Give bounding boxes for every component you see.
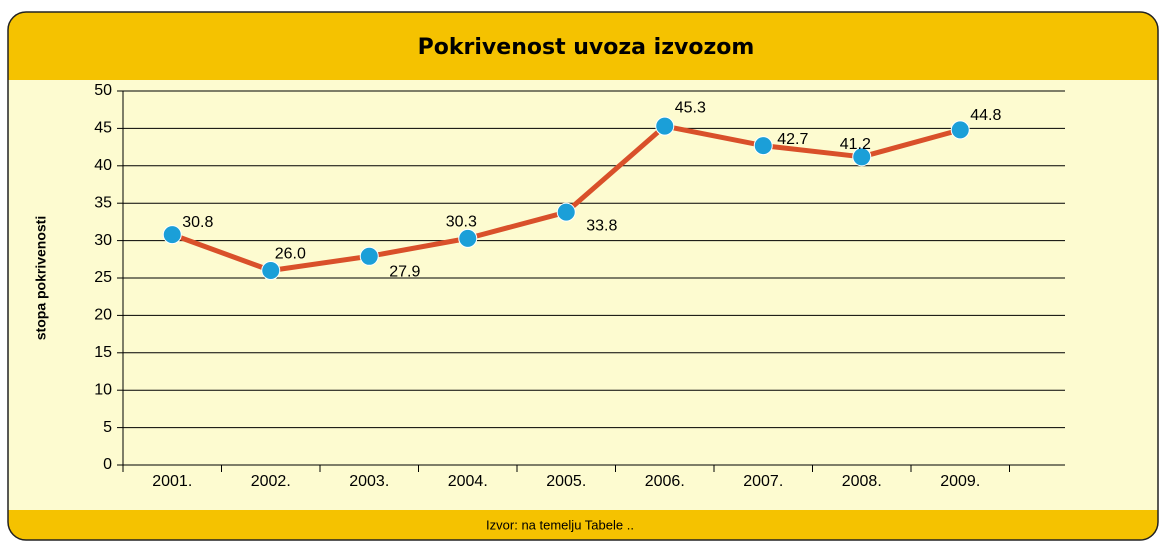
- data-label: 41.2: [840, 136, 871, 153]
- data-point: [359, 246, 379, 266]
- y-tick-label: 0: [103, 456, 112, 473]
- x-tick-label: 2004.: [448, 473, 488, 490]
- y-tick-label: 20: [94, 307, 112, 324]
- x-tick-label: 2001.: [152, 473, 192, 490]
- data-point: [162, 225, 182, 245]
- x-tick-label: 2006.: [645, 473, 685, 490]
- data-label: 30.3: [446, 214, 477, 231]
- plot-background: [8, 12, 1158, 540]
- y-axis-label: stopa pokrivenosti: [33, 216, 49, 340]
- data-label: 30.8: [182, 214, 213, 231]
- x-tick-label: 2002.: [251, 473, 291, 490]
- chart-title: Pokrivenost uvoza izvozom: [418, 35, 755, 60]
- data-label: 27.9: [389, 264, 420, 281]
- frame: [7, 11, 1159, 541]
- data-point: [753, 136, 773, 156]
- data-point: [556, 202, 576, 222]
- y-tick-label: 15: [94, 344, 112, 361]
- data-label: 45.3: [675, 99, 706, 116]
- y-tick-label: 45: [94, 120, 112, 137]
- data-label: 33.8: [586, 217, 617, 234]
- y-tick-label: 35: [94, 194, 112, 211]
- y-tick-label: 5: [103, 419, 112, 436]
- source-note: Izvor: na temelju Tabele ..: [486, 517, 634, 532]
- data-point: [655, 116, 675, 136]
- footer-band: [8, 510, 1158, 540]
- data-label: 26.0: [275, 246, 306, 263]
- data-label: 44.8: [970, 107, 1001, 124]
- x-tick-label: 2008.: [842, 473, 882, 490]
- x-tick-label: 2009.: [940, 473, 980, 490]
- x-tick-label: 2007.: [743, 473, 783, 490]
- y-tick-label: 30: [94, 232, 112, 249]
- y-tick-label: 25: [94, 269, 112, 286]
- y-tick-label: 10: [94, 381, 112, 398]
- data-point: [950, 120, 970, 140]
- data-point: [261, 261, 281, 281]
- data-point: [458, 228, 478, 248]
- data-label: 42.7: [777, 131, 808, 148]
- y-tick-label: 50: [94, 82, 112, 99]
- x-tick-label: 2003.: [349, 473, 389, 490]
- header-band: [8, 12, 1158, 80]
- x-tick-label: 2005.: [546, 473, 586, 490]
- data-point: [852, 147, 872, 167]
- y-tick-label: 40: [94, 157, 112, 174]
